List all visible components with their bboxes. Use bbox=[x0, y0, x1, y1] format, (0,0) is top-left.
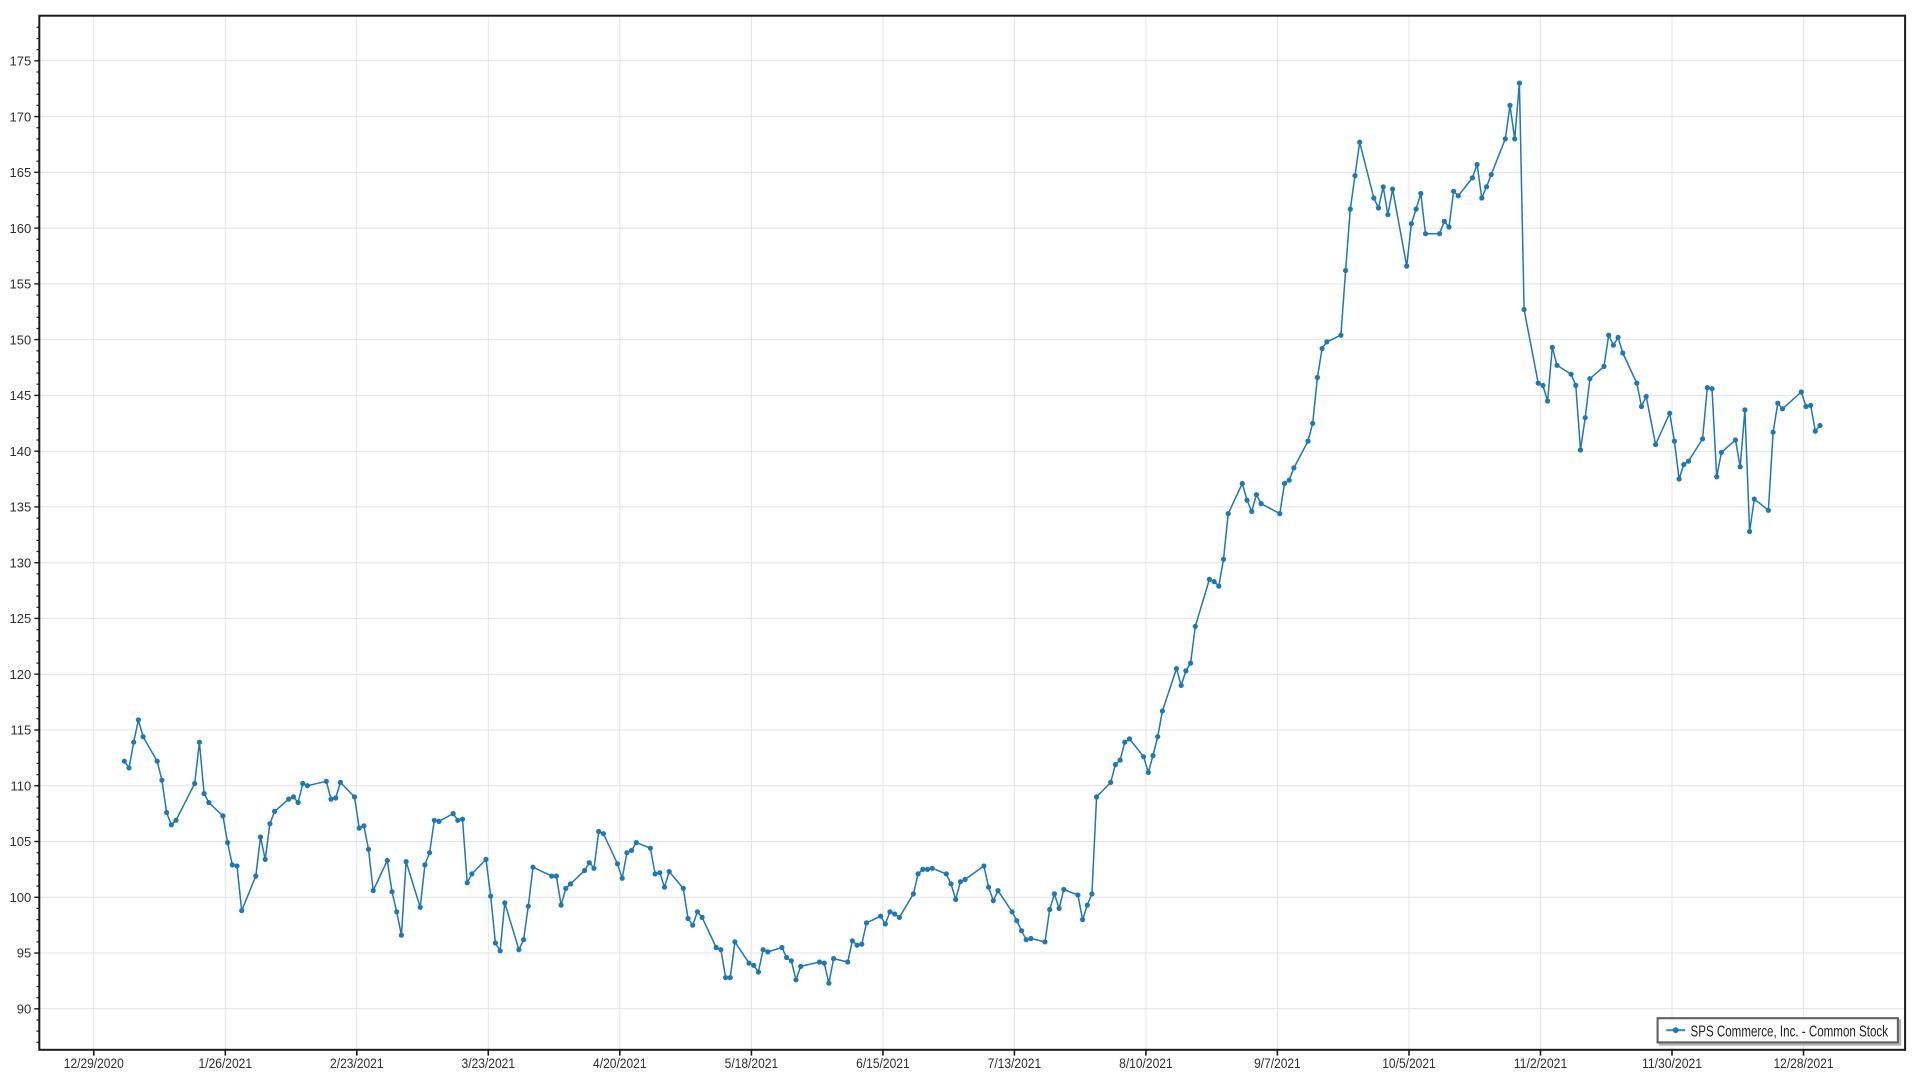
svg-text:135: 135 bbox=[9, 500, 31, 515]
svg-text:95: 95 bbox=[17, 946, 31, 961]
svg-text:165: 165 bbox=[9, 165, 31, 180]
svg-text:3/23/2021: 3/23/2021 bbox=[462, 1055, 516, 1071]
svg-text:100: 100 bbox=[9, 890, 31, 905]
svg-text:5/18/2021: 5/18/2021 bbox=[725, 1055, 779, 1071]
svg-text:125: 125 bbox=[9, 611, 31, 626]
svg-text:1/26/2021: 1/26/2021 bbox=[199, 1055, 253, 1071]
svg-text:145: 145 bbox=[9, 388, 31, 403]
svg-text:170: 170 bbox=[9, 109, 31, 124]
svg-text:110: 110 bbox=[10, 778, 31, 793]
svg-text:155: 155 bbox=[9, 277, 31, 292]
svg-text:6/15/2021: 6/15/2021 bbox=[856, 1055, 910, 1071]
svg-text:11/30/2021: 11/30/2021 bbox=[1642, 1055, 1702, 1071]
svg-text:4/20/2021: 4/20/2021 bbox=[593, 1055, 647, 1071]
svg-text:175: 175 bbox=[9, 54, 31, 69]
svg-text:120: 120 bbox=[9, 667, 31, 682]
svg-text:105: 105 bbox=[9, 834, 31, 849]
svg-text:140: 140 bbox=[9, 444, 31, 459]
svg-text:7/13/2021: 7/13/2021 bbox=[988, 1055, 1042, 1071]
svg-text:90: 90 bbox=[17, 1002, 31, 1017]
svg-text:130: 130 bbox=[9, 555, 31, 570]
svg-text:11/2/2021: 11/2/2021 bbox=[1514, 1055, 1568, 1071]
svg-text:150: 150 bbox=[9, 332, 31, 347]
svg-text:2/23/2021: 2/23/2021 bbox=[330, 1055, 384, 1071]
svg-text:9/7/2021: 9/7/2021 bbox=[1254, 1055, 1301, 1071]
svg-text:8/10/2021: 8/10/2021 bbox=[1119, 1055, 1173, 1071]
svg-text:10/5/2021: 10/5/2021 bbox=[1382, 1055, 1436, 1071]
svg-text:115: 115 bbox=[10, 723, 31, 738]
svg-text:160: 160 bbox=[9, 221, 31, 236]
svg-text:12/29/2020: 12/29/2020 bbox=[64, 1055, 124, 1071]
svg-text:SPS Commerce, Inc. - Common St: SPS Commerce, Inc. - Common Stock bbox=[1691, 1023, 1889, 1040]
svg-text:12/28/2021: 12/28/2021 bbox=[1774, 1055, 1834, 1071]
